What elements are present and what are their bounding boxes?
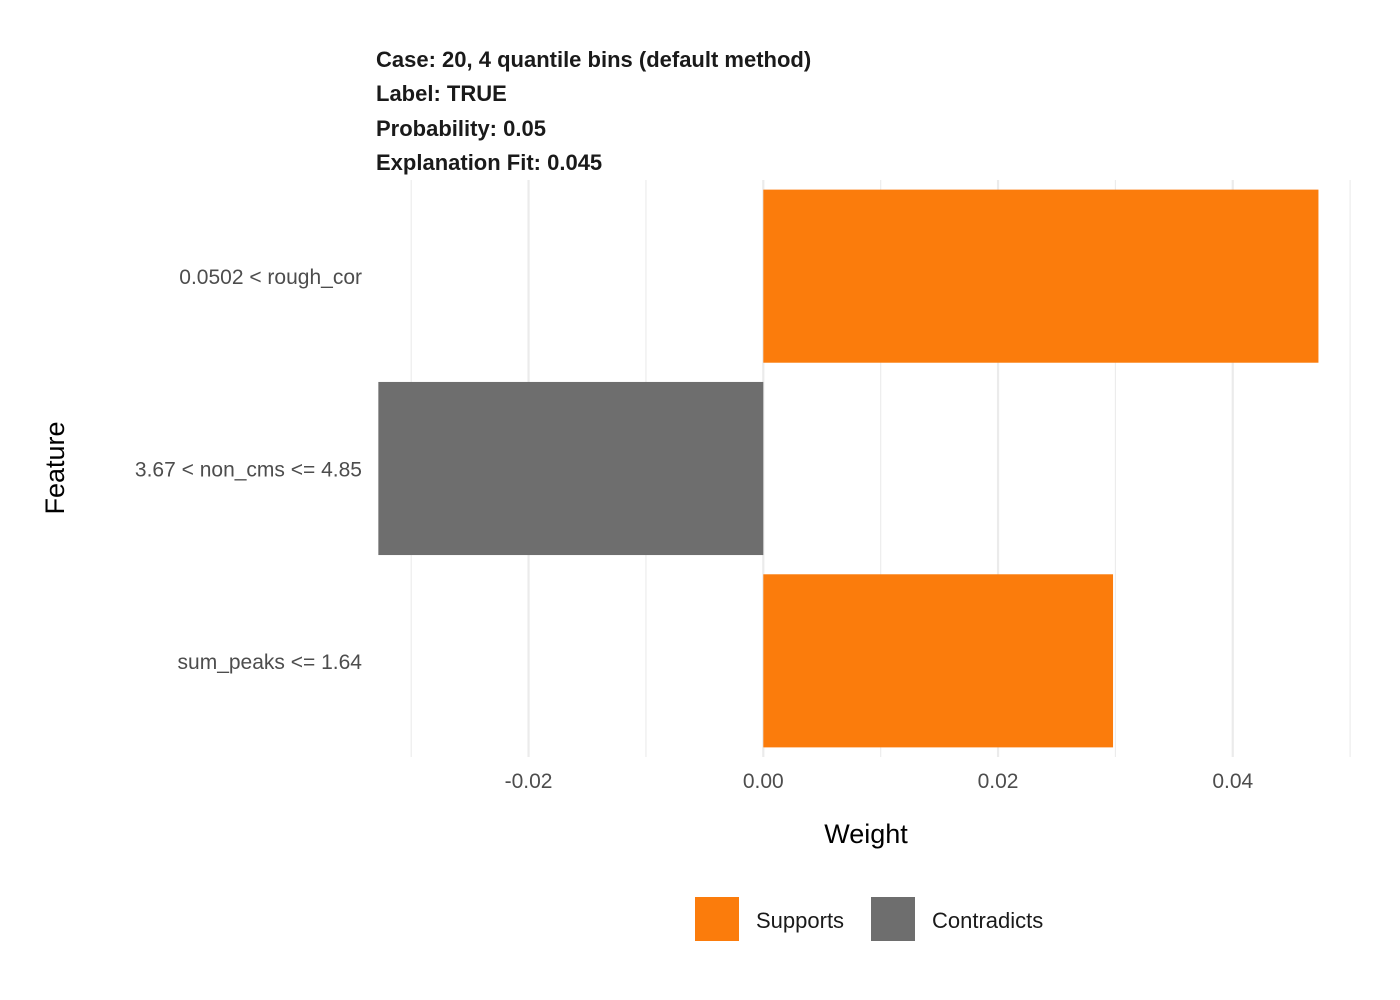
legend: Supports Contradicts <box>695 897 1043 941</box>
legend-swatch-supports <box>695 897 739 941</box>
title-probability-line: Probability: 0.05 <box>376 116 546 141</box>
y-tick-label: sum_peaks <= 1.64 <box>178 651 363 674</box>
legend-swatch-contradicts <box>871 897 915 941</box>
y-axis-title: Feature <box>40 421 70 514</box>
x-tick-label: -0.02 <box>505 770 553 793</box>
y-tick-label: 0.0502 < rough_cor <box>179 266 362 289</box>
bars <box>378 189 1319 748</box>
x-tick-label: 0.00 <box>743 770 784 793</box>
title-case-line: Case: 20, 4 quantile bins (default metho… <box>376 47 811 72</box>
title-label-line: Label: TRUE <box>376 81 507 106</box>
x-axis-title: Weight <box>824 819 908 849</box>
title-explanation-fit-line: Explanation Fit: 0.045 <box>376 150 602 175</box>
bar-contradicts <box>378 381 764 556</box>
legend-label-contradicts: Contradicts <box>932 908 1043 933</box>
chart-title: Case: 20, 4 quantile bins (default metho… <box>376 47 811 175</box>
bar-supports <box>763 574 1114 748</box>
bar-supports <box>763 189 1319 363</box>
x-tick-label: 0.02 <box>978 770 1019 793</box>
x-tick-labels: -0.02 0.00 0.02 0.04 <box>505 770 1254 793</box>
legend-label-supports: Supports <box>756 908 844 933</box>
y-tick-labels: 0.0502 < rough_cor 3.67 < non_cms <= 4.85… <box>135 266 362 674</box>
x-tick-label: 0.04 <box>1212 770 1253 793</box>
y-tick-label: 3.67 < non_cms <= 4.85 <box>135 459 362 482</box>
